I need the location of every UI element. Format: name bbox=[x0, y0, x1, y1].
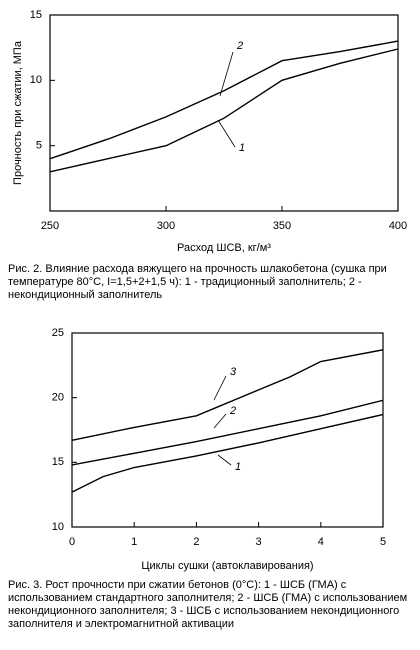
series-label: 3 bbox=[230, 366, 237, 378]
x-tick-label: 350 bbox=[273, 220, 291, 232]
y-tick-label: 5 bbox=[36, 140, 42, 152]
x-tick-label: 300 bbox=[157, 220, 175, 232]
leader-line bbox=[213, 375, 227, 401]
plot-frame bbox=[49, 14, 399, 212]
x-tick-label: 3 bbox=[256, 536, 262, 548]
series-label: 2 bbox=[229, 405, 236, 417]
caption: Рис. 3. Рост прочности при сжатии бетоно… bbox=[8, 579, 408, 630]
y-tick-label: 20 bbox=[52, 392, 64, 404]
leader-line bbox=[217, 119, 236, 148]
leader-line bbox=[213, 413, 227, 429]
y-tick-label: 15 bbox=[52, 456, 64, 468]
data-line bbox=[71, 413, 384, 493]
y-tick-label: 15 bbox=[30, 9, 42, 21]
x-axis-label: Циклы сушки (автоклавирования) bbox=[141, 560, 313, 572]
x-tick-label: 2 bbox=[193, 536, 199, 548]
series-label: 1 bbox=[239, 142, 245, 154]
x-tick-label: 250 bbox=[41, 220, 59, 232]
x-tick-label: 4 bbox=[318, 536, 324, 548]
series-label: 1 bbox=[235, 461, 241, 473]
x-tick-label: 1 bbox=[131, 536, 137, 548]
data-line bbox=[49, 48, 399, 173]
y-tick-label: 10 bbox=[52, 521, 64, 533]
leader-line bbox=[219, 51, 234, 97]
data-line bbox=[49, 40, 399, 160]
data-line bbox=[71, 399, 384, 466]
x-axis-label: Расход ШСВ, кг/м³ bbox=[177, 242, 271, 254]
x-tick-label: 0 bbox=[69, 536, 75, 548]
x-tick-label: 400 bbox=[389, 220, 407, 232]
plot-frame bbox=[71, 332, 384, 528]
y-tick-label: 10 bbox=[30, 74, 42, 86]
caption: Рис. 2. Влияние расхода вяжущего на проч… bbox=[8, 263, 387, 301]
y-tick-label: 25 bbox=[52, 327, 64, 339]
x-tick-label: 5 bbox=[380, 536, 386, 548]
y-axis-label: Прочность при сжатии, МПа bbox=[12, 40, 24, 185]
leader-line bbox=[217, 454, 232, 466]
series-label: 2 bbox=[236, 40, 243, 52]
data-line bbox=[71, 349, 384, 441]
